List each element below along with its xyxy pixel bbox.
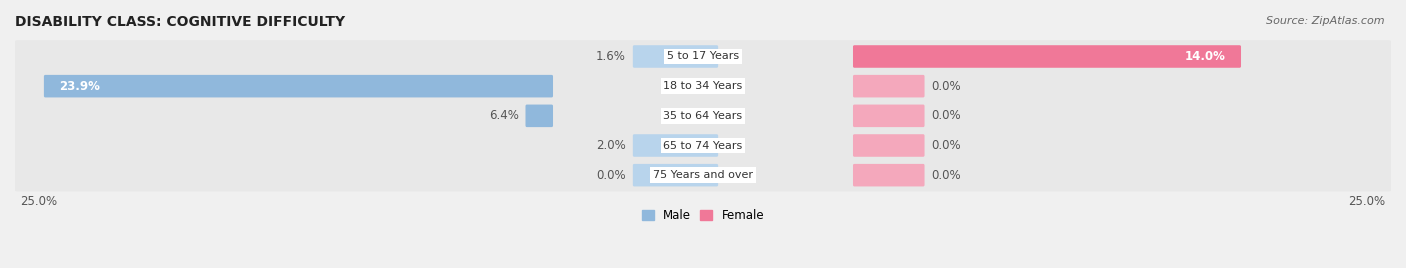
- FancyBboxPatch shape: [14, 159, 1392, 192]
- Text: 75 Years and over: 75 Years and over: [652, 170, 754, 180]
- Text: 0.0%: 0.0%: [931, 139, 962, 152]
- Text: 23.9%: 23.9%: [59, 80, 100, 93]
- Text: 25.0%: 25.0%: [21, 195, 58, 208]
- Text: 25.0%: 25.0%: [1348, 195, 1385, 208]
- FancyBboxPatch shape: [853, 75, 925, 98]
- Text: 0.0%: 0.0%: [596, 169, 626, 182]
- FancyBboxPatch shape: [633, 45, 718, 68]
- Text: 0.0%: 0.0%: [931, 109, 962, 122]
- Text: 18 to 34 Years: 18 to 34 Years: [664, 81, 742, 91]
- Text: 35 to 64 Years: 35 to 64 Years: [664, 111, 742, 121]
- Text: 1.6%: 1.6%: [596, 50, 626, 63]
- FancyBboxPatch shape: [14, 99, 1392, 132]
- Text: DISABILITY CLASS: COGNITIVE DIFFICULTY: DISABILITY CLASS: COGNITIVE DIFFICULTY: [15, 15, 344, 29]
- Text: 5 to 17 Years: 5 to 17 Years: [666, 51, 740, 61]
- Text: 14.0%: 14.0%: [1185, 50, 1226, 63]
- FancyBboxPatch shape: [853, 45, 1241, 68]
- Text: 2.0%: 2.0%: [596, 139, 626, 152]
- Text: 0.0%: 0.0%: [931, 169, 962, 182]
- FancyBboxPatch shape: [14, 129, 1392, 162]
- FancyBboxPatch shape: [853, 134, 925, 157]
- FancyBboxPatch shape: [526, 105, 553, 127]
- Text: 65 to 74 Years: 65 to 74 Years: [664, 140, 742, 151]
- FancyBboxPatch shape: [14, 70, 1392, 102]
- FancyBboxPatch shape: [14, 40, 1392, 73]
- FancyBboxPatch shape: [853, 105, 925, 127]
- Legend: Male, Female: Male, Female: [637, 205, 769, 227]
- Text: 0.0%: 0.0%: [931, 80, 962, 93]
- Text: 6.4%: 6.4%: [489, 109, 519, 122]
- FancyBboxPatch shape: [633, 134, 718, 157]
- FancyBboxPatch shape: [633, 164, 718, 187]
- Text: Source: ZipAtlas.com: Source: ZipAtlas.com: [1267, 16, 1385, 26]
- FancyBboxPatch shape: [853, 164, 925, 187]
- FancyBboxPatch shape: [44, 75, 553, 98]
